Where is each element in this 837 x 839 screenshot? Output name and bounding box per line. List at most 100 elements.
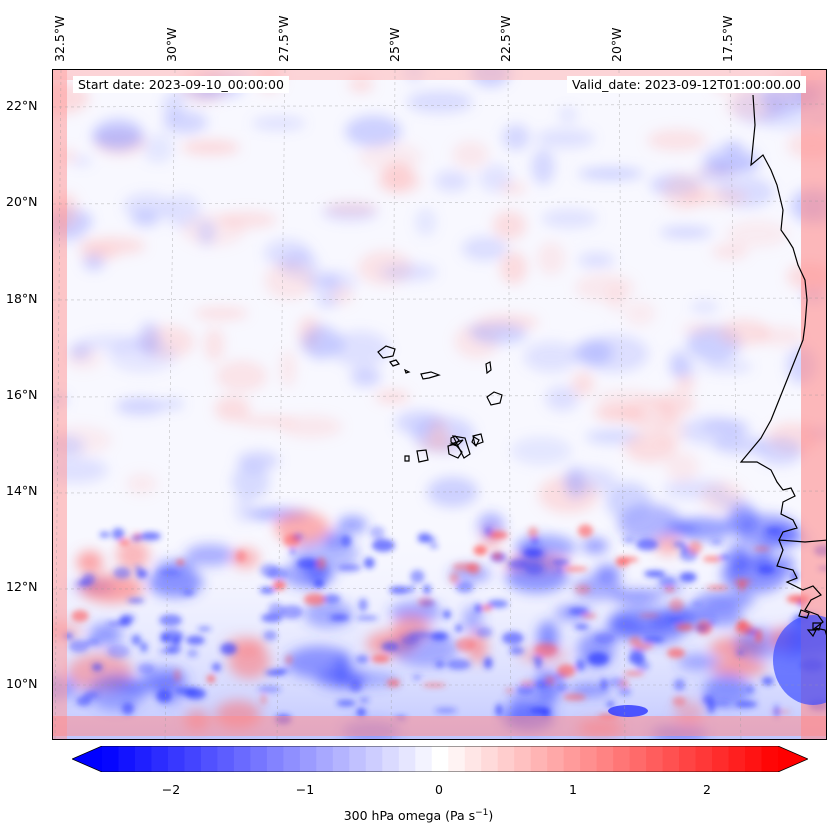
sinking-blob — [669, 350, 690, 378]
sinking-speckle — [313, 579, 325, 588]
sinking-speckle — [323, 593, 341, 604]
sinking-speckle — [446, 659, 471, 670]
sinking-speckle — [121, 702, 135, 715]
sinking-speckle — [172, 636, 181, 645]
sinking-blob — [471, 322, 528, 345]
rising-speckle — [371, 654, 390, 664]
sinking-blob — [566, 466, 585, 500]
colorbar-cell — [299, 746, 317, 772]
colorbar-cell — [349, 746, 367, 772]
sinking-blob — [611, 589, 664, 604]
colorbar-cell — [266, 746, 284, 772]
sinking-speckle — [429, 544, 439, 549]
rising-speckle — [492, 551, 503, 561]
colorbar-cell — [184, 746, 202, 772]
sinking-blob — [197, 219, 216, 246]
colorbar-cell — [316, 746, 334, 772]
sinking-speckle — [745, 685, 755, 694]
rising-speckle — [564, 566, 588, 572]
sinking-speckle — [483, 657, 493, 669]
sinking-speckle — [76, 580, 90, 586]
rising-speckle — [520, 679, 535, 687]
rising-speckle — [303, 593, 326, 606]
gridlines — [53, 70, 826, 739]
sinking-blob — [185, 544, 236, 567]
colorbar-cell — [563, 746, 581, 772]
colorbar-cell — [102, 746, 120, 772]
sinking-speckle — [568, 607, 589, 615]
colorbar-cell — [217, 746, 235, 772]
rising-speckle — [174, 668, 181, 683]
sinking-speckle — [761, 676, 774, 686]
sinking-blob — [82, 253, 105, 271]
sinking-blob — [605, 482, 652, 520]
sinking-blob — [164, 194, 201, 228]
rising-speckle — [667, 647, 685, 659]
sinking-speckle — [534, 657, 543, 670]
sinking-speckle — [587, 652, 609, 666]
sinking-speckle — [182, 590, 195, 596]
rising-speckle — [285, 654, 293, 665]
colorbar-tick: 0 — [435, 782, 443, 797]
sinking-speckle — [525, 563, 544, 576]
sinking-speckle — [289, 547, 296, 555]
colorbar-cell — [398, 746, 416, 772]
rising-blob — [325, 202, 378, 215]
sinking-blob — [677, 654, 720, 670]
rising-speckle — [738, 579, 746, 592]
sinking-speckle — [412, 675, 422, 680]
sinking-blob — [427, 476, 479, 508]
sinking-speckle — [359, 697, 370, 704]
sinking-blob — [703, 673, 751, 707]
rising-speckle — [273, 580, 286, 591]
rising-speckle — [702, 555, 722, 563]
sinking-blob — [305, 271, 341, 293]
sinking-blob — [505, 561, 569, 593]
sinking-speckle — [600, 678, 608, 691]
rising-blob — [348, 76, 374, 93]
sinking-speckle — [495, 704, 503, 717]
sinking-blob — [541, 209, 598, 228]
sinking-blob — [697, 161, 732, 187]
lat-label-22n: 22°N — [6, 98, 38, 113]
lat-label-14n: 14°N — [6, 483, 38, 498]
sinking-speckle — [107, 644, 130, 659]
sinking-speckle — [159, 614, 182, 627]
rising-blob — [726, 220, 789, 248]
rising-blob — [375, 390, 410, 403]
sinking-speckle — [523, 549, 543, 557]
rising-speckle — [473, 545, 487, 556]
sinking-speckle — [340, 534, 352, 548]
colorbar-cell — [662, 746, 680, 772]
sinking-speckle — [509, 646, 525, 655]
sinking-speckle — [356, 615, 379, 621]
sinking-blob — [573, 339, 613, 366]
sinking-blob — [148, 567, 203, 598]
rising-blob — [662, 174, 705, 210]
colorbar-cell — [728, 746, 746, 772]
colorbar-cell — [283, 746, 301, 772]
sinking-speckle — [389, 586, 410, 594]
sinking-speckle — [130, 535, 143, 542]
sinking-blob — [727, 504, 758, 534]
rising-blob — [500, 181, 527, 195]
rising-speckle — [455, 637, 476, 652]
sinking-blob — [123, 193, 171, 220]
sinking-speckle — [658, 576, 676, 587]
sinking-blob — [675, 517, 735, 541]
rising-blob — [428, 419, 448, 450]
rising-blob — [665, 452, 699, 482]
rising-speckle — [422, 682, 447, 688]
map-frame — [52, 69, 827, 740]
rising-blob — [657, 414, 687, 448]
sinking-speckle — [99, 531, 110, 538]
sinking-speckle — [408, 584, 416, 593]
sinking-speckle — [484, 526, 493, 536]
rising-speckle — [206, 674, 216, 684]
sinking-speckle — [435, 660, 445, 669]
colorbar — [72, 746, 808, 772]
rising-speckle — [688, 540, 702, 555]
sinking-speckle — [502, 631, 524, 645]
colorbar-tick: 1 — [569, 782, 577, 797]
sinking-blob — [87, 673, 146, 711]
